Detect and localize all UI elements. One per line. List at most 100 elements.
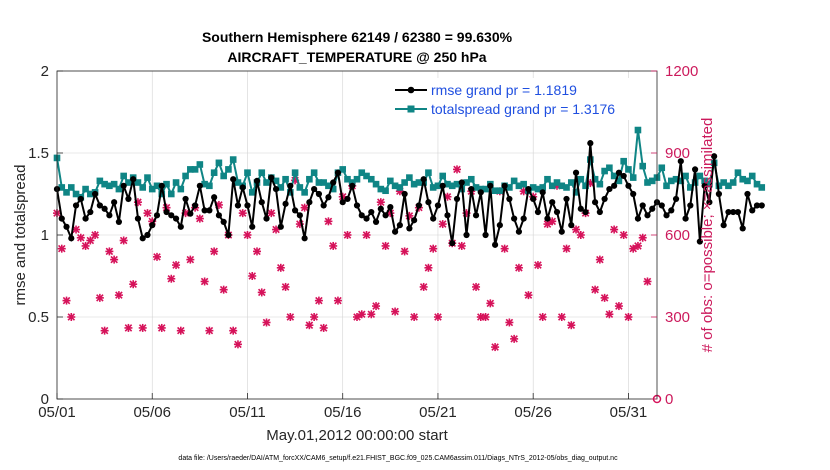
rmse-point	[277, 223, 284, 230]
rmse-point	[587, 140, 594, 147]
obs-point	[310, 313, 319, 321]
rmse-point	[134, 215, 142, 222]
rmse-point	[715, 190, 723, 198]
rmse-point	[377, 205, 384, 212]
totalspread-point	[463, 179, 470, 186]
rmse-point	[534, 208, 542, 216]
totalspread-point	[615, 177, 623, 185]
obs-point	[110, 255, 119, 264]
rmse-point	[96, 202, 103, 209]
rmse-point	[182, 195, 189, 203]
rmse-point	[668, 207, 675, 214]
obs-point	[500, 244, 509, 253]
rmse-point	[506, 195, 513, 203]
obs-point	[424, 263, 433, 272]
rmse-point	[511, 215, 518, 222]
obs-point	[514, 263, 523, 272]
rmse-point	[344, 195, 351, 203]
totalspread-point	[453, 180, 461, 188]
rmse-point	[453, 195, 461, 203]
totalspread-point	[382, 187, 389, 195]
rmse-point	[144, 231, 151, 239]
totalspread-point	[348, 179, 356, 186]
totalspread-point	[572, 189, 580, 196]
totalspread-point	[229, 156, 237, 163]
obs-point	[305, 321, 314, 330]
obs-point	[481, 313, 490, 321]
totalspread-point	[210, 169, 218, 176]
rmse-point	[58, 215, 65, 222]
rmse-point	[291, 207, 299, 214]
rmse-point	[663, 212, 670, 219]
rmse-point	[701, 182, 708, 189]
rmse-point	[468, 185, 475, 193]
totalspread-point	[563, 184, 570, 191]
totalspread-point	[167, 190, 175, 198]
obs-point	[100, 326, 109, 335]
totalspread-point	[363, 172, 370, 180]
obs-point	[95, 293, 104, 302]
rmse-point	[515, 228, 523, 235]
obs-point	[381, 241, 390, 250]
rmse-point	[201, 207, 208, 214]
totalspread-point	[258, 169, 266, 176]
y-axis-right-label: # of obs: o=possible; ×=assimilated	[699, 118, 716, 353]
rmse-point	[625, 182, 632, 189]
obs-point	[419, 282, 428, 291]
rmse-point	[272, 185, 280, 193]
obs-point	[176, 326, 185, 335]
totalspread-point	[272, 177, 280, 185]
y-axis-left-label: rmse and totalspread	[12, 165, 29, 306]
rmse-point	[482, 231, 489, 239]
rmse-point	[249, 223, 256, 230]
totalspread-point	[472, 184, 480, 191]
obs-point	[505, 318, 514, 327]
totalspread-point	[748, 172, 756, 180]
obs-point	[233, 340, 242, 349]
obs-point	[67, 313, 76, 321]
obs-point	[533, 261, 542, 270]
totalspread-point	[282, 175, 289, 183]
rmse-point	[639, 202, 646, 209]
totalspread-point	[410, 180, 418, 188]
y-right-tick-label: 900	[665, 145, 690, 162]
rmse-point	[363, 215, 370, 222]
totalspread-point	[291, 169, 299, 176]
y-left-tick-label: 1	[41, 227, 49, 244]
totalspread-point	[606, 164, 613, 172]
totalspread-point	[301, 189, 308, 196]
obs-point	[610, 225, 619, 234]
totalspread-point	[696, 172, 704, 180]
totalspread-point	[448, 182, 456, 190]
obs-point	[114, 291, 123, 300]
obs-point	[267, 209, 276, 218]
totalspread-point	[396, 184, 404, 191]
rmse-point	[325, 194, 332, 201]
legend-spread-label: totalspread grand pr = 1.3176	[431, 101, 615, 117]
data-file-footnote: data file: /Users/raeder/DAI/ATM_forcXX/…	[178, 455, 618, 462]
rmse-point	[339, 199, 346, 206]
totalspread-point	[701, 177, 708, 185]
obs-point	[538, 313, 547, 321]
totalspread-point	[739, 175, 747, 183]
totalspread-point	[96, 177, 104, 185]
rmse-point	[706, 199, 713, 206]
rmse-point	[391, 228, 399, 235]
totalspread-point	[625, 166, 632, 173]
rmse-point	[634, 215, 642, 222]
obs-point	[557, 313, 566, 321]
obs-point	[400, 247, 409, 256]
obs-point	[262, 318, 271, 327]
obs-point	[210, 247, 219, 256]
totalspread-point	[744, 177, 751, 185]
rmse-point	[591, 199, 599, 206]
obs-point	[238, 209, 247, 218]
rmse-point	[387, 204, 394, 211]
rmse-point	[544, 215, 551, 222]
totalspread-point	[496, 187, 504, 195]
rmse-point	[382, 212, 389, 219]
rmse-point	[115, 218, 123, 225]
totalspread-point	[506, 184, 513, 191]
rmse-point	[744, 190, 751, 198]
